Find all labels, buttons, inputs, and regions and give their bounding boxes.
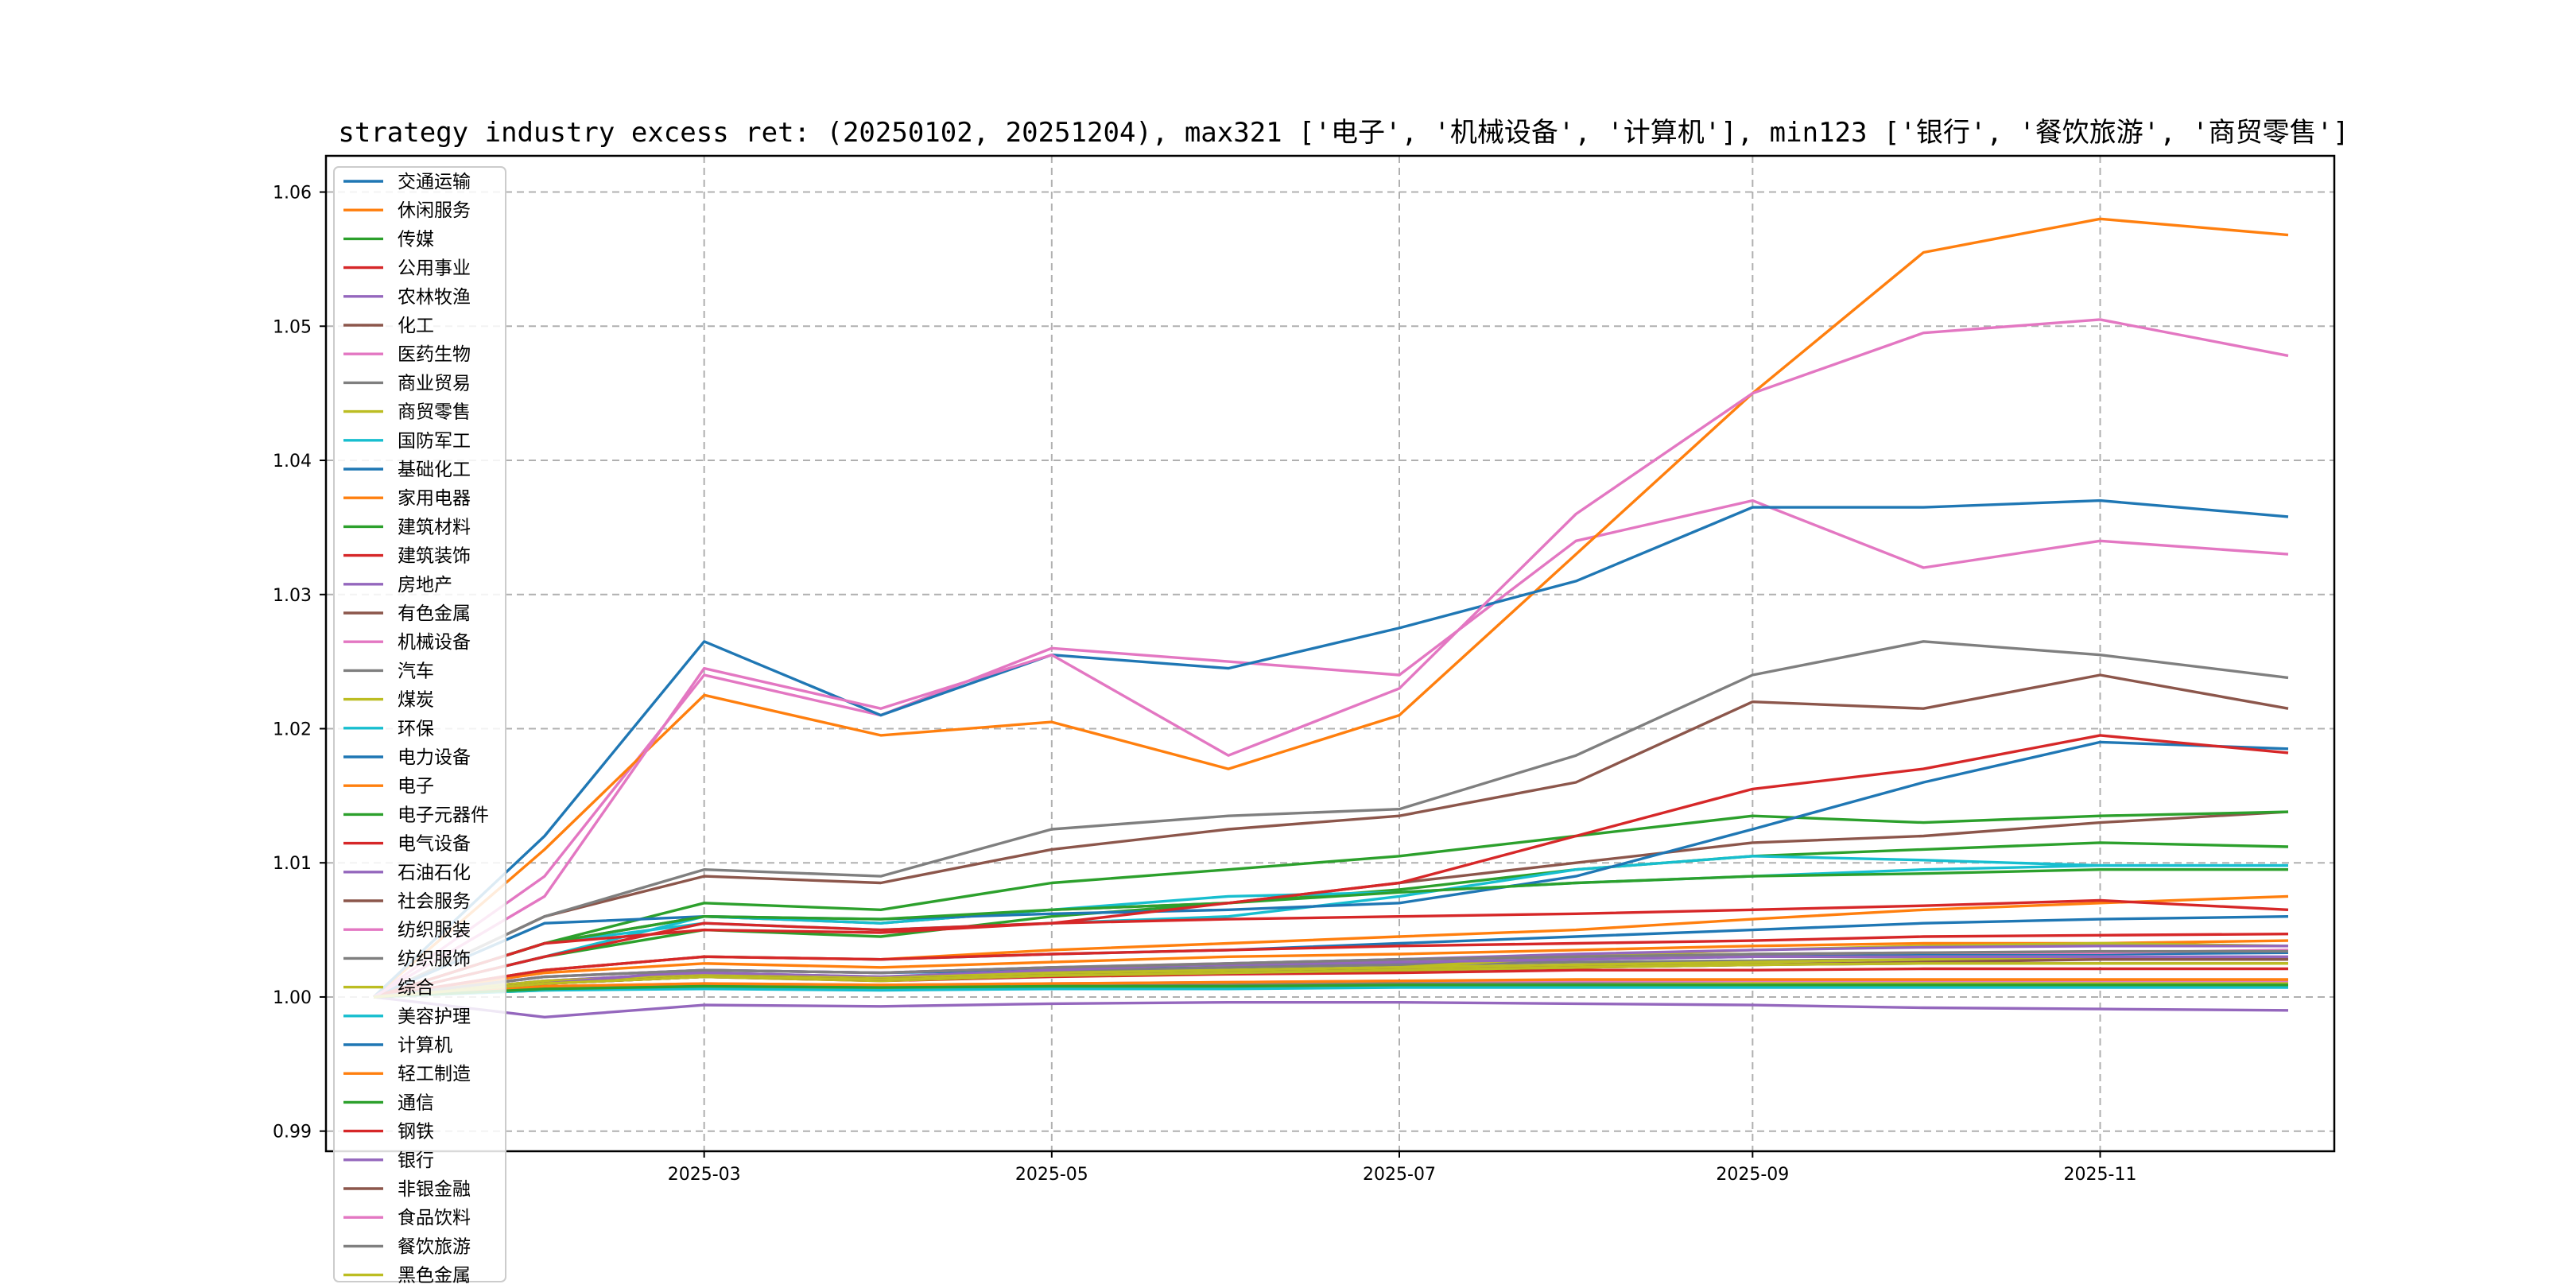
legend-entry-label: 国防军工 [398,431,471,452]
legend-entry-label: 建筑材料 [398,517,471,537]
x-tick-label: 2025-09 [1716,1165,1789,1185]
series-line-30 [372,499,2289,999]
series-line-23 [373,734,2289,999]
legend-entry-label: 机械设备 [398,632,471,653]
y-tick-label: 1.02 [273,720,312,739]
legend-entry-label: 有色金属 [398,603,471,624]
x-tick-label: 2025-11 [2064,1165,2137,1185]
legend-box [333,166,506,1282]
series-line-33 [373,898,2289,999]
series-line-36 [373,318,2289,999]
series-line-21 [372,217,2289,999]
legend-entry-label: 休闲服务 [398,200,471,221]
legend-entry-label: 房地产 [398,575,452,596]
legend-entry-label: 食品饮料 [398,1208,471,1228]
y-tick-label: 1.06 [273,184,312,204]
legend-entry-label: 环保 [398,719,434,739]
x-tick-label: 2025-05 [1015,1165,1088,1185]
series-line-22 [373,867,2288,999]
legend-entry-label: 基础化工 [398,460,471,480]
legend-entry-label: 美容护理 [398,1007,471,1027]
series-line-12 [373,810,2289,999]
legend-entry-label: 计算机 [398,1035,452,1056]
legend-entry-label: 通信 [398,1092,434,1113]
legend-entry-label: 餐饮旅游 [398,1236,471,1257]
legend-entry-label: 社会服务 [398,891,471,912]
legend-entry-label: 轻工制造 [398,1064,471,1084]
legend-entry-label: 综合 [398,978,434,999]
legend-entry-label: 化工 [398,316,434,336]
series-line-17 [373,640,2289,999]
series-line-1 [373,939,2289,999]
legend-entry-label: 黑色金属 [398,1266,471,1286]
legend: 交通运输休闲服务传媒公用事业农林牧渔化工医药生物商业贸易商贸零售国防军工基础化工… [333,166,506,1286]
legend-entry-label: 电子 [398,776,434,797]
series-line-29 [373,986,2288,999]
series-line-38 [373,962,2288,999]
legend-entry-label: 纺织服装 [398,920,471,941]
legend-entry-label: 纺织服饰 [398,949,471,969]
series-line-32 [373,983,2288,999]
y-axis: 0.99 1.00 1.01 1.02 1.03 1.04 1.05 1.06 [273,184,326,1143]
legend-entry-label: 医药生物 [398,344,471,365]
series-line-31 [373,978,2288,999]
y-tick-label: 1.00 [273,988,312,1008]
legend-entry-label: 银行 [398,1150,434,1171]
legend-entry-label: 煤炭 [398,690,434,711]
plot-area-frame [324,154,2336,1153]
legend-entry-label: 电力设备 [398,747,471,768]
legend-entry-label: 交通运输 [398,172,471,192]
legend-entry-label: 石油石化 [398,863,471,883]
y-tick-label: 1.03 [273,586,312,606]
series-line-15 [373,673,2289,999]
legend-entry-label: 电气设备 [398,834,471,855]
legend-entry-label: 汽车 [398,661,434,681]
legend-entry-label: 传媒 [398,229,434,250]
series-lines [372,217,2289,1019]
legend-entry-label: 钢铁 [398,1122,434,1143]
series-line-24 [373,995,2289,1019]
legend-entry-label: 公用事业 [398,258,471,279]
legend-entry-label: 家用电器 [398,488,471,509]
series-line-20 [373,740,2289,999]
legend-entry-label: 电子元器件 [398,805,489,825]
series-line-18 [373,957,2288,999]
legend-entry-label: 非银金融 [398,1179,471,1200]
x-axis: 2025-03 2025-05 2025-07 2025-09 2025-11 [668,1151,2137,1185]
legend-entry-label: 商贸零售 [398,402,471,423]
legend-entry-label: 农林牧渔 [398,287,471,308]
series-line-37 [373,949,2288,999]
y-tick-label: 1.05 [273,317,312,337]
legend-entry-label: 建筑装饰 [398,546,471,567]
x-tick-label: 2025-03 [668,1165,741,1185]
y-tick-label: 1.04 [273,452,312,471]
y-tick-label: 1.01 [273,854,312,874]
y-tick-label: 0.99 [273,1123,312,1143]
series-line-13 [373,932,2289,999]
x-tick-label: 2025-07 [1363,1165,1436,1185]
legend-entry-label: 商业贸易 [398,373,471,394]
chart-title: strategy industry excess ret: (20250102,… [338,117,2349,149]
